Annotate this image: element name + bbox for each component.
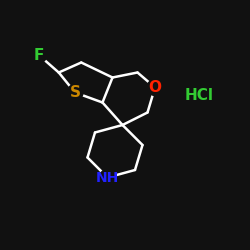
Text: O: O [148,80,162,95]
Circle shape [147,80,163,96]
Text: HCl: HCl [185,88,214,102]
Circle shape [100,170,116,186]
Text: F: F [34,48,44,62]
Circle shape [67,84,83,100]
Text: S: S [70,85,80,100]
Text: NH: NH [96,170,119,184]
Circle shape [31,47,47,63]
